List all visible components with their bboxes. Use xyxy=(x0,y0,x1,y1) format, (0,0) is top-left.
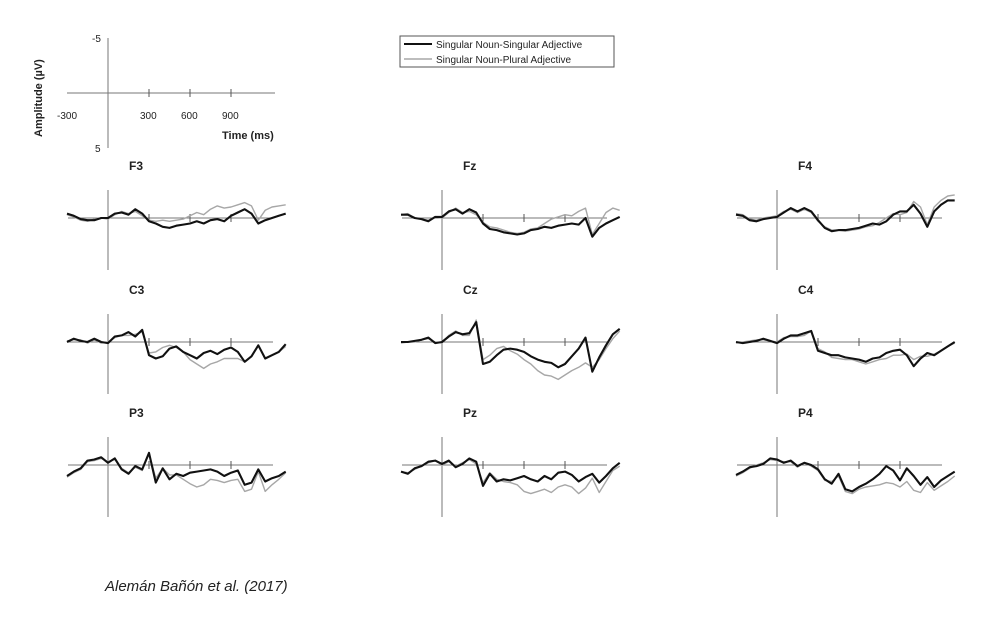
panel-title-c3: C3 xyxy=(129,283,145,297)
waveform-plural-p4 xyxy=(735,458,956,495)
panel-title-fz: Fz xyxy=(463,159,476,173)
panel-c3: C3 xyxy=(66,283,287,394)
waveform-singular-cz xyxy=(401,321,621,373)
panel-p4: P4 xyxy=(735,406,956,517)
panel-f3: F3 xyxy=(66,159,287,270)
waveform-singular-p3 xyxy=(66,451,287,486)
legend-label-plural: Singular Noun-Plural Adjective xyxy=(436,55,572,66)
panel-c4: C4 xyxy=(735,283,956,394)
panel-fz: Fz xyxy=(400,159,621,270)
legend: Singular Noun-Singular Adjective Singula… xyxy=(399,35,615,68)
panel-title-f4: F4 xyxy=(798,159,812,173)
waveform-singular-c4 xyxy=(735,329,956,368)
scale-key: -5 5 -300 300 600 900 Time (ms) Amplitud… xyxy=(33,34,275,155)
legend-box xyxy=(399,35,615,68)
panel-pz: Pz xyxy=(400,406,621,517)
panel-cz: Cz xyxy=(400,283,621,394)
waveform-singular-p4 xyxy=(735,457,956,493)
panel-title-c4: C4 xyxy=(798,283,814,297)
waveform-singular-pz xyxy=(400,457,621,487)
panel-title-p4: P4 xyxy=(798,406,813,420)
panel-f4: F4 xyxy=(735,159,955,270)
waveform-plural-c3 xyxy=(66,331,287,370)
panel-title-p3: P3 xyxy=(129,406,144,420)
scale-x-tick-300: 300 xyxy=(140,111,157,122)
panel-title-cz: Cz xyxy=(463,283,478,297)
electrode-panels: F3 Fz F4 C3 Cz C4 P3 Pz P4 xyxy=(66,159,956,517)
citation: Alemán Bañón et al. (2017) xyxy=(105,578,288,595)
scale-x-title: Time (ms) xyxy=(222,130,274,142)
scale-x-tick-900: 900 xyxy=(222,111,239,122)
waveform-plural-c4 xyxy=(735,330,956,365)
waveform-plural-f4 xyxy=(735,194,955,232)
waveform-singular-c3 xyxy=(66,328,287,363)
panel-title-f3: F3 xyxy=(129,159,143,173)
waveform-singular-fz xyxy=(401,208,621,238)
panel-title-pz: Pz xyxy=(463,406,477,420)
waveform-singular-f3 xyxy=(66,208,287,229)
scale-y-tick-pos5: 5 xyxy=(95,144,101,155)
legend-label-singular: Singular Noun-Singular Adjective xyxy=(436,40,583,51)
scale-y-title: Amplitude (µV) xyxy=(33,59,45,137)
waveform-plural-p3 xyxy=(66,453,287,493)
scale-x-tick-neg300: -300 xyxy=(57,111,77,122)
scale-y-tick-neg5: -5 xyxy=(92,34,101,45)
scale-x-tick-600: 600 xyxy=(181,111,198,122)
panel-p3: P3 xyxy=(66,406,287,517)
waveform-singular-f4 xyxy=(735,199,955,233)
